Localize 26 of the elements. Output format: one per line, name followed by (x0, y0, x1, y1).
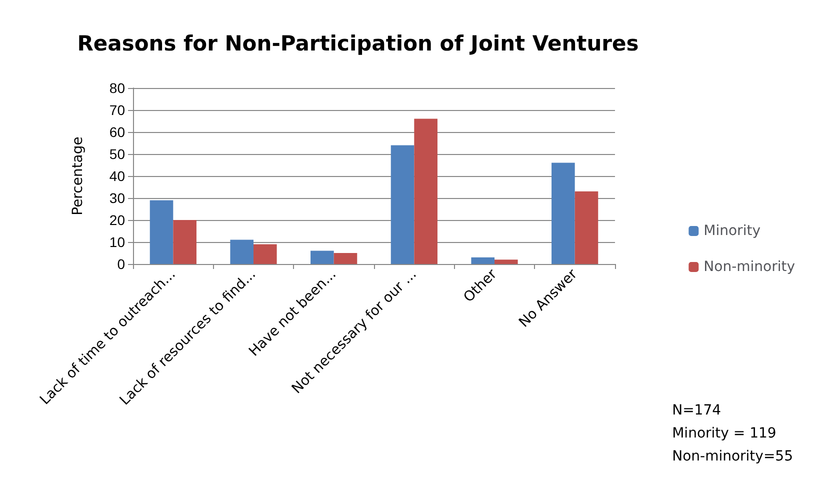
bar (334, 253, 358, 264)
bar (390, 145, 414, 264)
y-tick-label: 50 (109, 146, 126, 162)
y-tick-label: 40 (109, 168, 126, 184)
bar (230, 240, 254, 264)
legend-label: Minority (704, 223, 760, 239)
bar (310, 250, 334, 264)
bar (173, 220, 196, 264)
y-tick-label: 0 (117, 256, 126, 272)
text: N=174 Minority = 119 Non-minority=55 (672, 402, 794, 464)
y-tick-label: 30 (109, 190, 126, 206)
bar (494, 260, 518, 264)
bar (552, 162, 575, 264)
y-axis-title: Percentage (70, 136, 86, 216)
bar (414, 118, 438, 264)
bar (150, 200, 174, 264)
bar (254, 244, 277, 264)
y-tick-label: 70 (109, 102, 126, 118)
y-tick-label: 10 (109, 234, 126, 250)
bar (574, 191, 598, 264)
bar (471, 257, 494, 264)
y-tick-label: 20 (109, 212, 126, 228)
y-tick-label: 60 (109, 124, 126, 140)
legend-label: Non-minority (704, 259, 796, 275)
chart-title: Reasons for Non-Participation of Joint Ventures (77, 32, 639, 56)
y-tick-label: 80 (109, 80, 126, 96)
